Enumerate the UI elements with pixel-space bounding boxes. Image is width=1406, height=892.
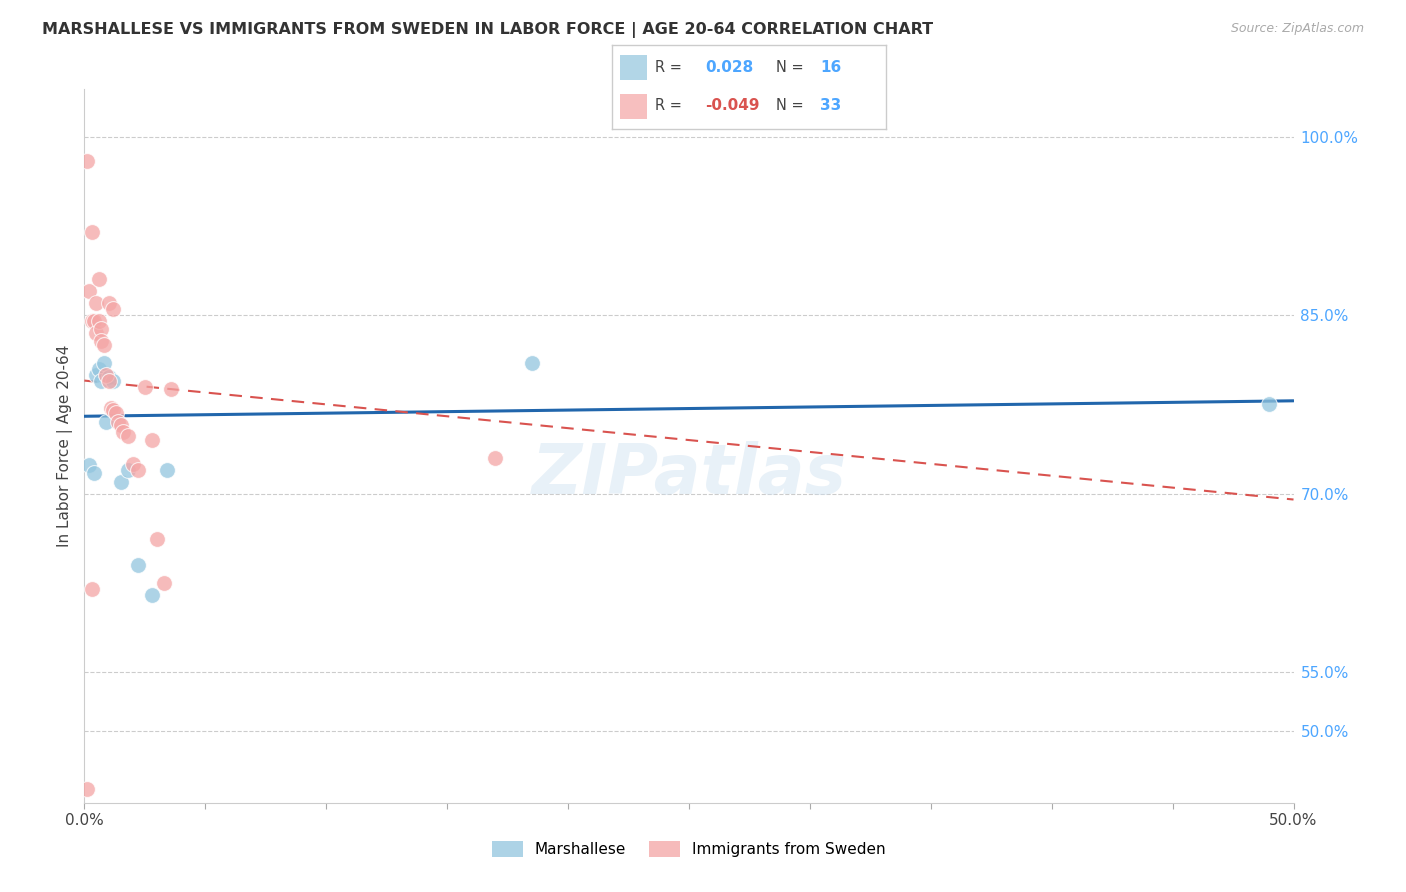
Point — [93, 338, 115, 352]
Point — [155, 463, 177, 477]
Point — [80, 582, 103, 596]
Point — [110, 417, 132, 432]
Text: R =: R = — [655, 98, 682, 113]
Text: 0.028: 0.028 — [704, 60, 754, 75]
Point — [484, 450, 506, 465]
Point — [90, 322, 112, 336]
Point — [117, 429, 139, 443]
Text: MARSHALLESE VS IMMIGRANTS FROM SWEDEN IN LABOR FORCE | AGE 20-64 CORRELATION CHA: MARSHALLESE VS IMMIGRANTS FROM SWEDEN IN… — [42, 22, 934, 38]
Text: ZIPatlas: ZIPatlas — [531, 441, 846, 508]
Point — [160, 382, 183, 396]
Point — [134, 379, 156, 393]
Text: Source: ZipAtlas.com: Source: ZipAtlas.com — [1230, 22, 1364, 36]
Legend: Marshallese, Immigrants from Sweden: Marshallese, Immigrants from Sweden — [486, 835, 891, 863]
Point — [80, 225, 103, 239]
Point — [83, 314, 105, 328]
Point — [77, 285, 100, 299]
Point — [110, 475, 132, 489]
Point — [77, 458, 100, 472]
Point — [80, 314, 103, 328]
Point — [103, 302, 125, 317]
Point — [97, 374, 120, 388]
Text: -0.049: -0.049 — [704, 98, 759, 113]
Point — [100, 401, 122, 415]
Point — [103, 374, 125, 388]
Point — [107, 415, 129, 429]
Point — [86, 296, 108, 310]
Point — [146, 532, 169, 546]
Point — [83, 467, 105, 481]
Point — [153, 575, 176, 590]
Point — [520, 356, 543, 370]
Point — [87, 361, 110, 376]
Point — [97, 296, 120, 310]
Point — [97, 370, 120, 384]
Point — [90, 334, 112, 349]
Point — [117, 463, 139, 477]
Point — [90, 374, 112, 388]
Point — [86, 326, 108, 340]
Text: N =: N = — [776, 60, 804, 75]
Y-axis label: In Labor Force | Age 20-64: In Labor Force | Age 20-64 — [58, 345, 73, 547]
Point — [127, 558, 149, 572]
Text: 33: 33 — [820, 98, 841, 113]
Text: 16: 16 — [820, 60, 841, 75]
Point — [127, 463, 149, 477]
Point — [1258, 397, 1281, 411]
FancyBboxPatch shape — [620, 94, 647, 120]
Point — [94, 415, 117, 429]
Text: N =: N = — [776, 98, 804, 113]
Point — [86, 368, 108, 382]
Point — [93, 356, 115, 370]
Point — [76, 153, 98, 168]
Point — [121, 457, 143, 471]
FancyBboxPatch shape — [620, 54, 647, 80]
Point — [141, 588, 163, 602]
Point — [112, 425, 135, 439]
Text: R =: R = — [655, 60, 682, 75]
Point — [104, 406, 127, 420]
Point — [141, 433, 163, 447]
Point — [103, 403, 125, 417]
Point — [76, 781, 98, 796]
Point — [87, 314, 110, 328]
Point — [87, 272, 110, 286]
Point — [94, 368, 117, 382]
